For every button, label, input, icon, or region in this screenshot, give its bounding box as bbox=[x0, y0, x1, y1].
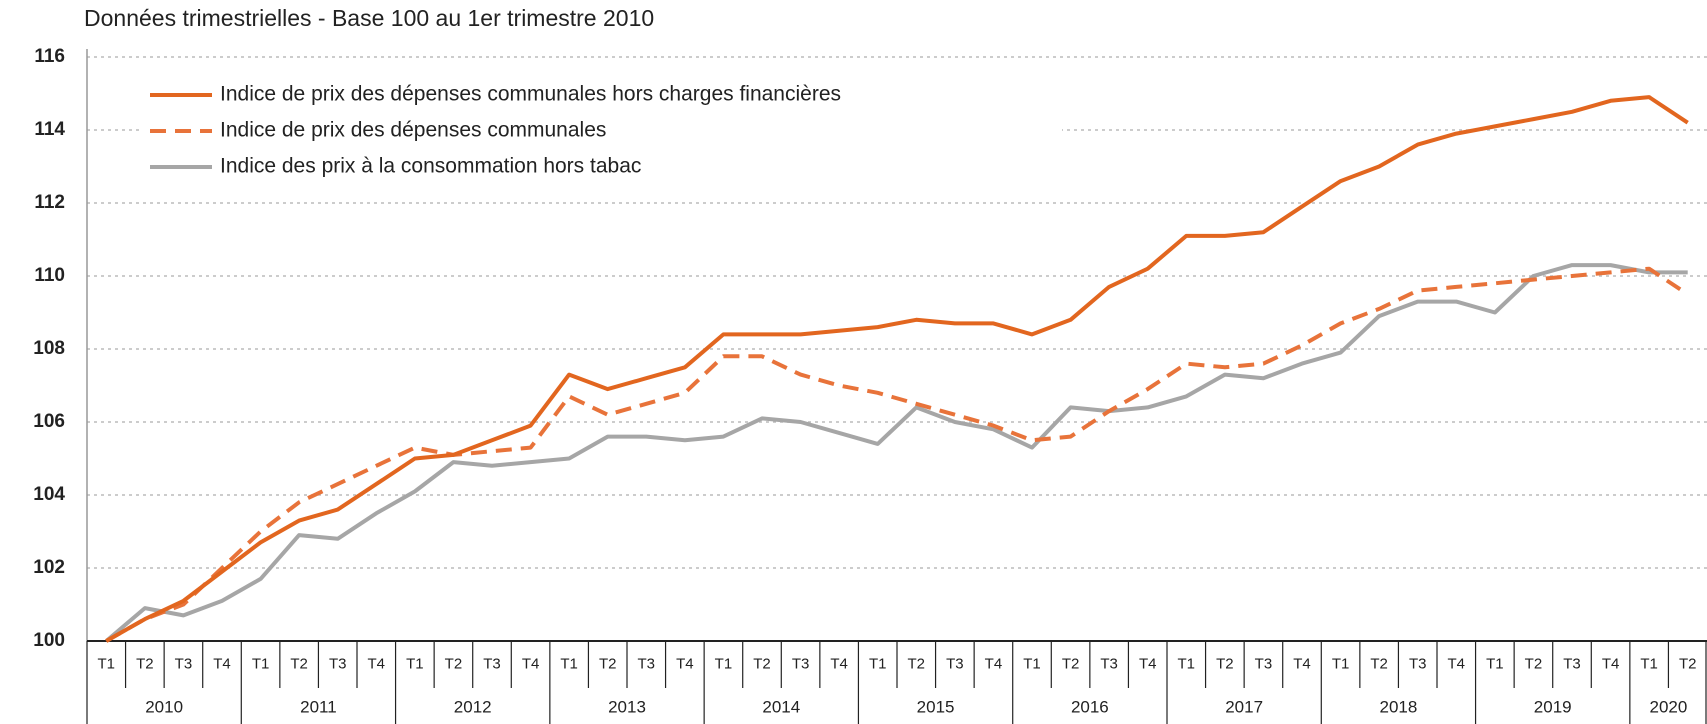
x-tick-label: T4 bbox=[368, 655, 386, 672]
x-tick-label: T2 bbox=[1062, 655, 1080, 672]
x-tick-label: T3 bbox=[946, 655, 964, 672]
x-tick-label: T4 bbox=[985, 655, 1003, 672]
x-tick-label: T2 bbox=[136, 655, 154, 672]
y-tick-label: 100 bbox=[33, 630, 65, 651]
x-tick-label: T1 bbox=[715, 655, 733, 672]
x-tick-label: T1 bbox=[1178, 655, 1196, 672]
year-label: 2017 bbox=[1225, 697, 1263, 716]
x-tick-label: T4 bbox=[522, 655, 540, 672]
series-line bbox=[105, 263, 1688, 643]
x-tick-label: T3 bbox=[792, 655, 810, 672]
x-tick-label: T1 bbox=[1023, 655, 1041, 672]
year-label: 2019 bbox=[1534, 697, 1572, 716]
x-tick-label: T1 bbox=[406, 655, 424, 672]
x-tick-label: T1 bbox=[1640, 655, 1658, 672]
x-tick-label: T1 bbox=[98, 655, 116, 672]
x-tick-label: T3 bbox=[1409, 655, 1427, 672]
year-label: 2014 bbox=[762, 697, 800, 716]
x-tick-label: T3 bbox=[175, 655, 193, 672]
x-tick-label: T2 bbox=[1370, 655, 1388, 672]
legend-label: Indice de prix des dépenses communales h… bbox=[220, 83, 841, 106]
y-tick-label: 104 bbox=[33, 484, 65, 505]
x-tick-label: T2 bbox=[1525, 655, 1543, 672]
x-tick-label: T2 bbox=[290, 655, 308, 672]
x-tick-label: T2 bbox=[1216, 655, 1234, 672]
x-tick-label: T4 bbox=[1139, 655, 1157, 672]
x-tick-label: T1 bbox=[869, 655, 887, 672]
series-line bbox=[105, 266, 1689, 643]
x-tick-label: T4 bbox=[1602, 655, 1620, 672]
x-tick-label: T1 bbox=[1332, 655, 1350, 672]
x-tick-label: T2 bbox=[1679, 655, 1697, 672]
legend-background bbox=[142, 73, 1062, 191]
x-tick-label: T3 bbox=[1100, 655, 1118, 672]
x-tick-label: T4 bbox=[830, 655, 848, 672]
x-tick-label: T3 bbox=[1563, 655, 1581, 672]
year-label: 2010 bbox=[145, 697, 183, 716]
y-tick-label: 114 bbox=[34, 119, 65, 140]
x-tick-label: T2 bbox=[445, 655, 463, 672]
x-tick-label: T3 bbox=[638, 655, 656, 672]
y-tick-label: 102 bbox=[33, 557, 65, 578]
x-tick-label: T1 bbox=[252, 655, 270, 672]
x-tick-label: T4 bbox=[1448, 655, 1466, 672]
year-label: 2012 bbox=[454, 697, 492, 716]
x-tick-label: T4 bbox=[1293, 655, 1311, 672]
year-label: 2020 bbox=[1650, 697, 1688, 716]
year-label: 2016 bbox=[1071, 697, 1109, 716]
year-label: 2013 bbox=[608, 697, 646, 716]
y-tick-label: 116 bbox=[34, 46, 65, 67]
x-tick-label: T3 bbox=[483, 655, 501, 672]
legend-label: Indice de prix des dépenses communales bbox=[220, 119, 606, 142]
x-tick-label: T3 bbox=[329, 655, 347, 672]
series-line bbox=[105, 95, 1689, 643]
x-tick-label: T2 bbox=[599, 655, 617, 672]
year-label: 2018 bbox=[1380, 697, 1418, 716]
year-label: 2011 bbox=[300, 697, 337, 716]
legend-label: Indice des prix à la consommation hors t… bbox=[220, 155, 641, 178]
y-tick-label: 110 bbox=[34, 265, 65, 286]
x-tick-label: T1 bbox=[560, 655, 578, 672]
y-tick-label: 106 bbox=[33, 411, 65, 432]
year-label: 2015 bbox=[917, 697, 955, 716]
x-tick-label: T1 bbox=[1486, 655, 1504, 672]
x-tick-label: T4 bbox=[676, 655, 694, 672]
x-tick-label: T3 bbox=[1255, 655, 1273, 672]
x-tick-label: T4 bbox=[213, 655, 231, 672]
chart-title: Données trimestrielles - Base 100 au 1er… bbox=[84, 5, 654, 31]
x-tick-label: T2 bbox=[908, 655, 926, 672]
x-tick-label: T2 bbox=[753, 655, 771, 672]
y-tick-label: 112 bbox=[34, 192, 65, 213]
y-tick-label: 108 bbox=[33, 338, 65, 359]
